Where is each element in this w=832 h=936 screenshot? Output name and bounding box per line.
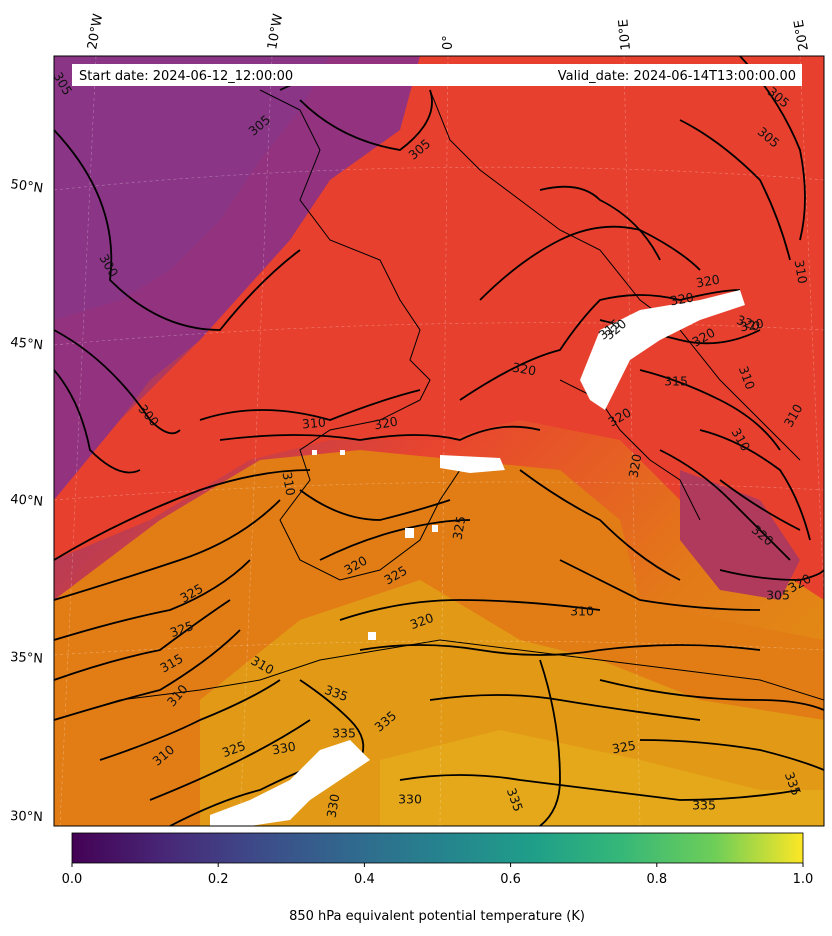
svg-text:320: 320 xyxy=(695,272,721,291)
contour-label: 310 xyxy=(792,259,811,285)
contour-label: 310 xyxy=(280,471,299,497)
svg-text:330: 330 xyxy=(271,739,297,758)
contour-label: 310 xyxy=(570,604,594,619)
colorbar-tick-label: 0.8 xyxy=(646,872,667,887)
contour-label: 320 xyxy=(511,360,537,379)
colorbar-tick-label: 1.0 xyxy=(793,872,814,887)
contour-label: 335 xyxy=(692,798,716,813)
colorbar xyxy=(71,832,804,864)
lon-label: 20°E xyxy=(792,19,812,52)
contour-label: 320 xyxy=(373,414,399,433)
lat-label: 50°N xyxy=(9,177,44,196)
valid-date-label: Valid_date: 2024-06-14T13:00:00.00 xyxy=(558,69,796,84)
svg-text:310: 310 xyxy=(301,414,326,431)
contour-label: 325 xyxy=(450,515,469,541)
warm-sector-region xyxy=(54,56,824,600)
contour-label: 330 xyxy=(271,739,297,758)
header-box xyxy=(72,64,802,86)
lat-label: 35°N xyxy=(10,650,44,667)
colorbar-title: 850 hPa equivalent potential temperature… xyxy=(289,909,585,924)
lat-label: 30°N xyxy=(10,809,43,825)
missing-data-patches xyxy=(210,290,745,826)
lat-label: 45°N xyxy=(10,335,44,353)
contour-label: 320 xyxy=(626,453,645,479)
svg-text:330: 330 xyxy=(324,793,343,819)
svg-text:320: 320 xyxy=(373,414,399,433)
colorbar-tick-label: 0.4 xyxy=(354,872,375,887)
contour-label: 315 xyxy=(664,374,688,389)
svg-text:315: 315 xyxy=(664,374,688,389)
contour-label: 330 xyxy=(324,793,343,819)
contour-label: 320 xyxy=(695,272,721,291)
svg-text:320: 320 xyxy=(511,360,537,379)
contour-label: 330 xyxy=(398,792,422,807)
svg-text:335: 335 xyxy=(692,798,716,813)
longitude-labels: 20°W 10°W 0° 10°E 20°E xyxy=(85,13,812,52)
svg-text:325: 325 xyxy=(611,738,637,757)
contour-label: 305 xyxy=(766,588,790,603)
contour-label: 320 xyxy=(669,290,695,309)
lon-label: 0° xyxy=(441,35,456,50)
svg-text:335: 335 xyxy=(332,726,356,741)
colorbar-ticks: 0.0 0.2 0.4 0.6 0.8 1.0 xyxy=(62,863,814,887)
svg-text:320: 320 xyxy=(669,290,695,309)
svg-text:325: 325 xyxy=(450,515,469,541)
colorbar-tick-label: 0.6 xyxy=(500,872,521,887)
map-frame xyxy=(53,55,825,827)
svg-text:310: 310 xyxy=(792,259,811,285)
lon-label: 10°W xyxy=(265,13,286,51)
svg-text:310: 310 xyxy=(280,471,299,497)
coastlines xyxy=(54,89,824,721)
contour-label: 320 xyxy=(739,316,765,335)
lon-label: 20°W xyxy=(85,13,106,51)
svg-text:320: 320 xyxy=(739,316,765,335)
contour-label: 325 xyxy=(611,738,637,757)
latitude-labels: 50°N 45°N 40°N 35°N 30°N xyxy=(9,177,44,825)
svg-text:330: 330 xyxy=(398,792,422,807)
contour-label: 310 xyxy=(301,414,326,431)
colorbar-tick-label: 0.2 xyxy=(208,872,229,887)
contour-label: 335 xyxy=(332,726,356,741)
theta-e-field xyxy=(54,56,824,826)
lon-label: 10°E xyxy=(616,19,634,51)
colorbar-tick-label: 0.0 xyxy=(62,872,83,887)
svg-text:310: 310 xyxy=(570,604,594,619)
svg-text:320: 320 xyxy=(626,453,645,479)
lat-label: 40°N xyxy=(10,492,44,510)
svg-text:305: 305 xyxy=(766,588,790,603)
start-date-label: Start date: 2024-06-12_12:00:00 xyxy=(79,69,293,84)
